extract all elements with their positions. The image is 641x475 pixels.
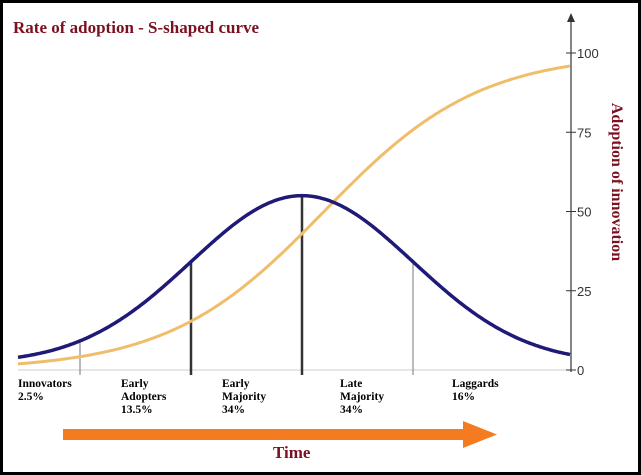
segment-label-line: Majority [222,391,267,403]
segment-label-line: Majority [340,391,385,403]
segment-label-line: 34% [340,404,363,416]
time-arrow-shaft [63,429,467,440]
segment-label-line: 13.5% [121,404,153,416]
y-tick-label: 100 [577,46,599,61]
segment-label-line: Innovators [18,378,72,390]
y-tick-label: 0 [577,363,584,378]
segment-label-line: 34% [222,404,245,416]
s-curve-line [18,64,571,366]
segment-label-line: Adopters [121,391,167,403]
chart-title: Rate of adoption - S-shaped curve [13,18,260,37]
y-axis-arrowhead [567,13,575,22]
segment-label-line: 16% [452,391,475,403]
segment-label-line: Late [340,378,363,390]
bell-curve-line [17,193,571,360]
segment-label: Late Majority 34% [340,378,384,417]
segment-label-line: Early [222,378,250,390]
segment-label: Early Adopters 13.5% [121,378,166,417]
segment-label: Innovators 2.5% [18,378,72,404]
y-tick-label: 50 [577,205,591,220]
segment-label-line: Early [121,378,149,390]
y-tick-label: 25 [577,284,591,299]
segment-label: Early Majority 34% [222,378,266,417]
y-tick-label: 75 [577,125,591,140]
segment-label-line: Laggards [452,378,499,390]
y-axis-label: Adoption of innovation [608,102,625,262]
x-axis-label: Time [273,443,311,462]
segment-label: Laggards 16% [452,378,499,404]
time-arrow-head [463,421,497,448]
segment-label-line: 2.5% [18,391,44,403]
